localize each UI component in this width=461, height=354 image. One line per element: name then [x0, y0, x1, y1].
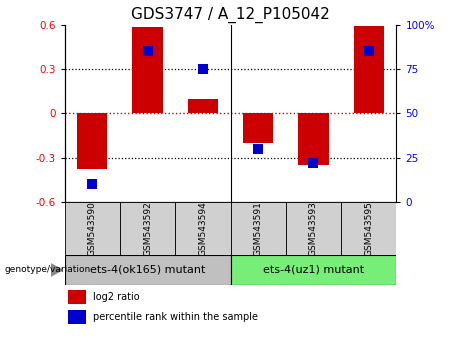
Text: GSM543593: GSM543593	[309, 201, 318, 256]
FancyBboxPatch shape	[65, 202, 120, 255]
Point	[144, 48, 151, 54]
Text: log2 ratio: log2 ratio	[93, 292, 139, 302]
Bar	[132, 27, 163, 113]
Bar	[298, 113, 329, 165]
Text: ets-4(ok165) mutant: ets-4(ok165) mutant	[90, 265, 205, 275]
Text: GSM543592: GSM543592	[143, 201, 152, 256]
FancyBboxPatch shape	[286, 202, 341, 255]
Bar	[354, 25, 384, 113]
Point	[199, 66, 207, 72]
Bar	[68, 290, 86, 304]
Polygon shape	[51, 264, 62, 276]
FancyBboxPatch shape	[120, 202, 175, 255]
FancyBboxPatch shape	[175, 202, 230, 255]
FancyBboxPatch shape	[341, 202, 396, 255]
FancyBboxPatch shape	[230, 255, 396, 285]
Bar	[188, 98, 218, 113]
Point	[310, 160, 317, 166]
Point	[254, 146, 262, 152]
Text: GSM543590: GSM543590	[88, 201, 97, 256]
Bar	[77, 113, 107, 169]
Text: GSM543591: GSM543591	[254, 201, 263, 256]
Text: GSM543594: GSM543594	[198, 201, 207, 256]
Bar	[243, 113, 273, 143]
Text: ets-4(uz1) mutant: ets-4(uz1) mutant	[263, 265, 364, 275]
FancyBboxPatch shape	[65, 255, 230, 285]
FancyBboxPatch shape	[230, 202, 286, 255]
Text: genotype/variation: genotype/variation	[5, 266, 91, 274]
Bar	[68, 310, 86, 324]
Text: percentile rank within the sample: percentile rank within the sample	[93, 312, 258, 321]
Point	[89, 181, 96, 187]
Point	[365, 48, 372, 54]
Text: GSM543595: GSM543595	[364, 201, 373, 256]
Title: GDS3747 / A_12_P105042: GDS3747 / A_12_P105042	[131, 7, 330, 23]
